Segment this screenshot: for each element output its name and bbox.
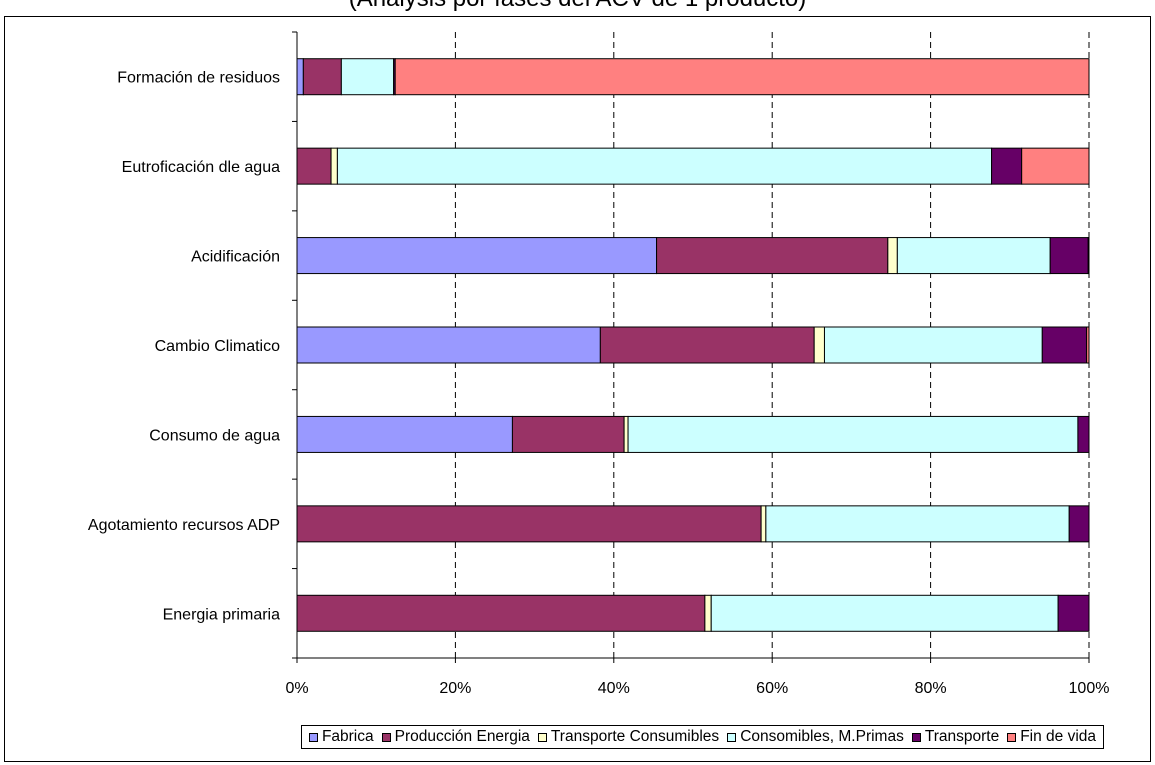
bar-segment [710, 594, 1059, 632]
bar-segment [991, 147, 1023, 185]
bar-segment [704, 594, 712, 632]
bar-segment [765, 505, 1070, 543]
x-tick-label: 80% [915, 680, 947, 697]
category-label: Cambio Climatico [155, 338, 280, 355]
bar-segment [823, 326, 1043, 364]
chart-frame [4, 16, 1151, 762]
chart-title: (Analysis por fases del ACV de 1 product… [0, 0, 1155, 11]
bar-segment [887, 237, 898, 275]
legend-label: Producción Energia [394, 728, 530, 745]
bar-segment [599, 326, 815, 364]
bar-segment [296, 415, 513, 453]
legend-label: Fin de vida [1020, 728, 1097, 745]
bar-segment [1068, 505, 1090, 543]
category-label: Consumo de agua [149, 427, 280, 444]
bar-segment [656, 237, 889, 275]
bar-segment [296, 505, 762, 543]
bar-segment [1021, 147, 1090, 185]
legend-item: Consomibles, M.Primas [727, 728, 904, 746]
bar-segment [340, 58, 395, 96]
x-tick-label: 20% [439, 680, 471, 697]
bar-segment [1077, 415, 1090, 453]
legend-swatch [308, 732, 318, 742]
bar-segment [1049, 237, 1089, 275]
bar-segment [296, 58, 304, 96]
chart-title-strip: (Analysis por fases del ACV de 1 product… [0, 0, 1155, 11]
bar-segment [296, 326, 601, 364]
bar-segment [896, 237, 1051, 275]
legend-swatch [537, 732, 547, 742]
legend-swatch [727, 732, 737, 742]
legend-label: Transporte Consumibles [550, 728, 720, 745]
legend-item: Fin de vida [1007, 728, 1096, 746]
legend-item: Producción Energia [381, 728, 530, 746]
x-tick-label: 60% [756, 680, 788, 697]
category-label: Energia primaria [163, 606, 280, 623]
category-label: Agotamiento recursos ADP [88, 517, 280, 534]
bar-segment [1057, 594, 1090, 632]
bar-segment [330, 147, 338, 185]
bar-segment [623, 415, 629, 453]
category-label: Eutroficación dle agua [122, 159, 280, 176]
legend-label: Fabrica [321, 728, 374, 745]
bar-segment [394, 58, 1090, 96]
x-tick-label: 40% [598, 680, 630, 697]
x-tick-label: 100% [1069, 680, 1110, 697]
bar-segment [1041, 326, 1088, 364]
legend-swatch [911, 732, 921, 742]
legend-item: Fabrica [308, 728, 374, 746]
category-label: Acidificación [191, 249, 280, 266]
category-label: Formación de residuos [117, 70, 280, 87]
legend-swatch [381, 732, 391, 742]
legend-item: Transporte Consumibles [537, 728, 720, 746]
bar-segment [627, 415, 1079, 453]
bar-segment [760, 505, 767, 543]
legend-label: Transporte [924, 728, 1000, 745]
legend-swatch [1007, 732, 1017, 742]
bar-segment [813, 326, 825, 364]
bar-segment [1086, 326, 1090, 364]
chart-legend: Fabrica Producción Energia Transporte Cons… [301, 725, 1104, 749]
bar-segment [1087, 237, 1090, 275]
bar-segment [296, 147, 332, 185]
bar-segment [336, 147, 993, 185]
legend-label: Consomibles, M.Primas [740, 728, 904, 745]
bar-segment [296, 594, 706, 632]
x-tick-label: 0% [285, 680, 308, 697]
bar-segment [296, 237, 658, 275]
legend-item: Transporte [911, 728, 1000, 746]
bar-segment [302, 58, 342, 96]
bar-segment [511, 415, 625, 453]
